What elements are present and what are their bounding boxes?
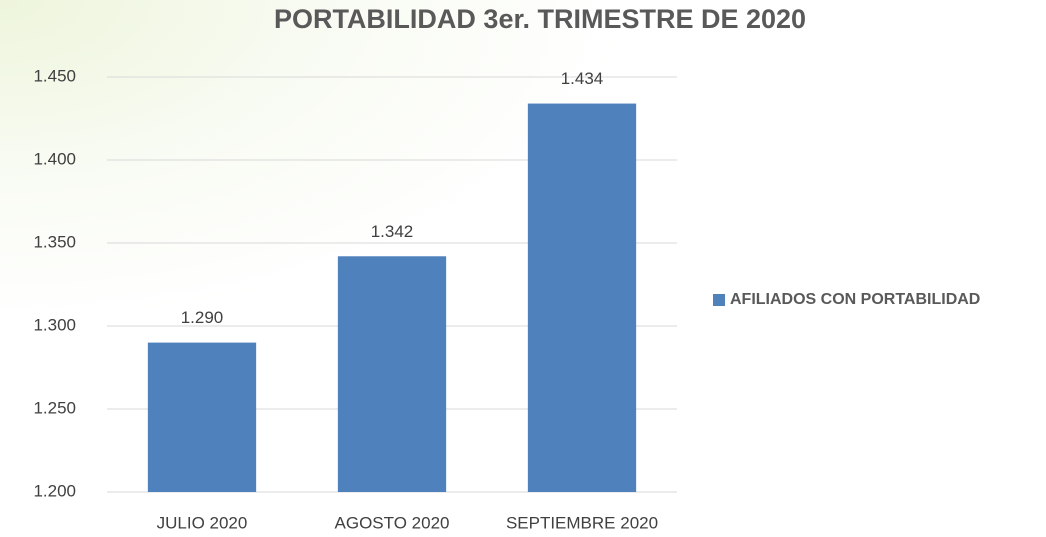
y-tick-label: 1.400	[33, 149, 76, 168]
bar	[527, 103, 637, 492]
x-tick-label: JULIO 2020	[157, 513, 248, 532]
y-tick-label: 1.450	[33, 66, 76, 85]
y-tick-label: 1.200	[33, 481, 76, 500]
bar	[147, 342, 257, 492]
x-tick-label: AGOSTO 2020	[335, 513, 450, 532]
y-tick-label: 1.350	[33, 232, 76, 251]
bar	[337, 256, 447, 492]
y-tick-label: 1.250	[33, 398, 76, 417]
legend-label: AFILIADOS CON PORTABILIDAD	[730, 291, 980, 308]
y-tick-label: 1.300	[33, 315, 76, 334]
legend-swatch	[713, 294, 725, 306]
chart-title: PORTABILIDAD 3er. TRIMESTRE DE 2020	[274, 4, 806, 34]
x-tick-label: SEPTIEMBRE 2020	[506, 513, 658, 532]
data-label: 1.290	[181, 308, 224, 327]
data-label: 1.434	[561, 69, 604, 88]
data-label: 1.342	[371, 222, 414, 241]
